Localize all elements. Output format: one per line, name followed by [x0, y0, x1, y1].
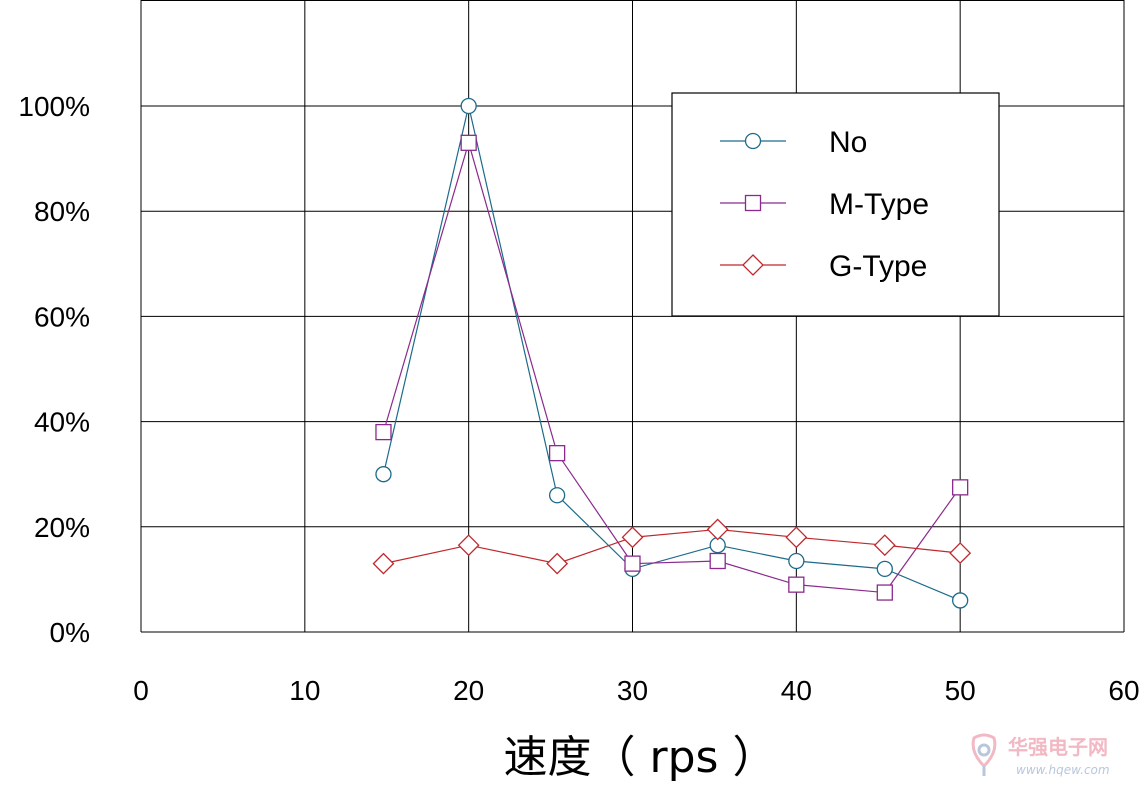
x-tick-label: 50 — [945, 675, 976, 706]
series-line — [382, 140, 961, 594]
y-axis-tick-labels: 0% 20% 40% 60% 80% 100% — [18, 91, 90, 648]
data-point — [785, 526, 808, 549]
data-point — [709, 552, 726, 570]
legend-marker — [742, 254, 764, 276]
series-line — [382, 105, 961, 601]
data-point — [952, 479, 969, 496]
watermark: 华强电子网 www.hqew.com — [971, 733, 1110, 777]
y-tick-label: 100% — [18, 91, 90, 122]
data-point — [949, 542, 972, 565]
data-point — [706, 518, 729, 541]
y-tick-label: 20% — [34, 512, 90, 543]
data-point — [372, 552, 395, 575]
y-tick-label: 80% — [34, 196, 90, 227]
legend-entry: G-Type — [720, 250, 927, 283]
data-point — [624, 555, 641, 572]
x-tick-label: 30 — [617, 675, 648, 706]
data-point — [548, 487, 566, 504]
legend-label: G-Type — [829, 250, 927, 283]
watermark-url: www.hqew.com — [1016, 763, 1110, 777]
legend-marker — [744, 194, 762, 212]
x-tick-label: 20 — [453, 675, 484, 706]
data-point — [546, 552, 569, 575]
watermark-logo-icon — [971, 733, 997, 776]
data-point — [621, 526, 644, 549]
y-tick-label: 40% — [34, 407, 90, 438]
x-tick-label: 10 — [289, 675, 320, 706]
data-point — [375, 423, 392, 441]
legend-entry: No — [720, 126, 867, 159]
legend-label: No — [829, 126, 867, 159]
legend-box — [671, 92, 1000, 317]
legend-entry: M-Type — [720, 188, 929, 221]
data-point — [788, 552, 805, 570]
data-point — [460, 134, 477, 151]
data-point — [952, 592, 969, 609]
series-no — [375, 97, 969, 609]
series-m-type — [375, 134, 969, 601]
x-tick-label: 0 — [133, 675, 149, 706]
data-point — [460, 97, 477, 115]
data-point — [375, 466, 392, 483]
series-layer — [372, 97, 972, 609]
data-point — [457, 534, 480, 557]
legend: No M-Type G-Type — [671, 92, 1000, 317]
y-tick-label: 60% — [34, 301, 90, 332]
data-point — [788, 576, 805, 593]
x-axis-title: 速度（ rps ） — [504, 732, 777, 783]
y-tick-label: 0% — [50, 617, 90, 648]
series-g-type — [372, 518, 972, 575]
x-tick-label: 40 — [781, 675, 812, 706]
x-tick-label: 60 — [1108, 675, 1139, 706]
x-axis-tick-labels: 0 10 20 30 40 50 60 — [133, 675, 1139, 706]
data-point — [876, 584, 893, 601]
watermark-text: 华强电子网 — [1008, 735, 1108, 759]
data-point — [876, 560, 893, 578]
legend-marker — [744, 132, 762, 150]
legend-label: M-Type — [829, 188, 929, 221]
data-point — [873, 534, 896, 557]
data-point — [548, 445, 566, 462]
series-line — [383, 528, 961, 565]
